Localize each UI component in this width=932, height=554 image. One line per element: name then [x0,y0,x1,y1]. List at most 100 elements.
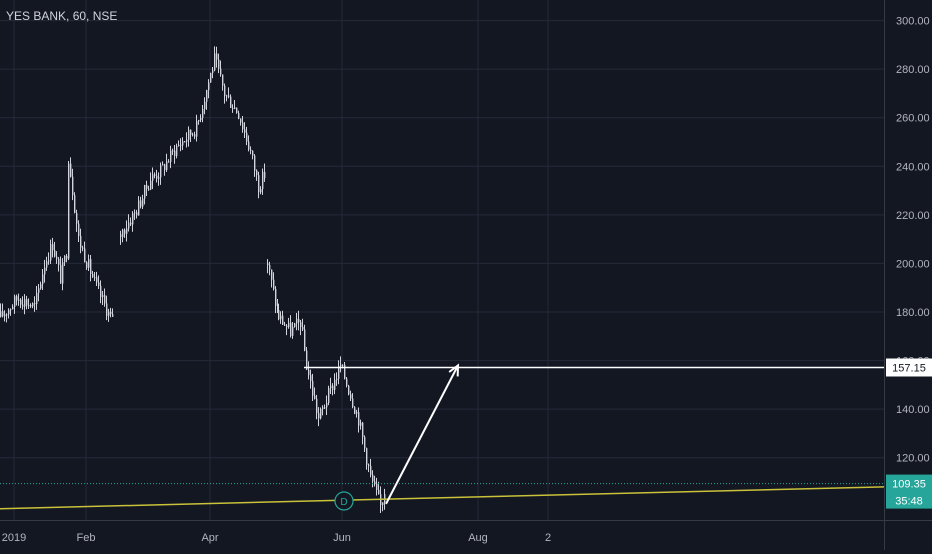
candle-body [162,164,164,166]
candle-body [273,279,275,289]
candle-body [350,394,352,399]
candle-body [378,489,380,495]
candle-body [234,107,236,109]
x-tick-label: Aug [468,532,488,544]
y-tick-label: 140.00 [896,404,930,416]
y-tick-label: 280.00 [896,64,930,76]
candle-body [126,228,128,234]
y-tick-label: 260.00 [896,113,930,125]
candle-body [338,366,340,379]
candle-body [106,303,108,316]
candle-body [344,364,346,379]
candle-body [352,398,354,408]
candle-body [356,412,358,414]
candle-body [306,350,308,370]
bar-countdown: 35:48 [895,496,923,508]
candle-body [322,407,324,409]
candle-body [10,309,12,311]
candle-body [160,165,162,178]
candle-body [258,175,260,193]
candle-body [214,53,216,71]
candle-body [110,311,112,315]
candle-body [108,311,110,316]
candle-body [342,364,344,366]
x-tick-label: 2019 [2,532,26,544]
candle-body [38,288,40,293]
candle-body [254,155,256,171]
candle-body [26,299,28,306]
last-price-value: 109.35 [892,479,926,491]
candle-body [232,107,234,109]
candle-body [324,407,326,409]
candle-body [122,229,124,237]
candle-body [166,161,168,171]
candle-body [50,244,52,261]
candle-body [358,412,360,426]
candle-body [336,378,338,380]
candle-body [334,379,336,390]
candle-body [174,150,176,156]
price-series [0,46,386,513]
candle-body [172,150,174,152]
candle-body [300,322,302,328]
candle-body [156,175,158,179]
candle-body [190,129,192,135]
candle-body [216,53,218,60]
candle-body [62,262,64,284]
candle-body [120,234,122,237]
candle-body [24,299,26,307]
candle-body [220,68,222,75]
candle-body [340,364,342,367]
candle-body [278,309,280,320]
candle-body [170,150,172,162]
candle-body [72,176,74,196]
candle-body [192,134,194,136]
candle-body [130,222,132,225]
x-tick-label: Apr [201,532,218,544]
candle-body [90,259,92,275]
candle-body [68,163,70,259]
candle-body [32,303,34,307]
candle-body [94,277,96,279]
candle-body [0,311,2,317]
candle-body [96,277,98,283]
candle-body [22,304,24,307]
candle-body [142,198,144,207]
candle-body [64,255,66,263]
target-level-value: 157.15 [892,362,926,374]
candle-body [204,101,206,110]
candle-body [4,314,6,317]
candle-body [132,213,134,225]
candle-body [88,259,90,268]
candle-body [66,255,68,259]
candle-body [260,189,262,193]
event-marker-label: D [340,497,347,508]
candle-body [8,309,10,315]
candle-body [298,318,300,323]
candle-body [184,141,186,143]
x-tick-label: 2 [545,532,551,544]
candle-body [34,303,36,305]
candle-body [40,284,42,289]
candle-body [314,395,316,399]
candle-body [286,325,288,328]
candle-body [74,195,76,213]
candle-body [78,223,80,237]
candle-body [2,311,4,317]
candle-body [384,494,386,503]
candle-body [282,315,284,325]
candle-body [267,263,269,265]
candle-body [146,185,148,189]
candle-body [182,141,184,146]
candle-body [44,267,46,275]
x-tick-label: Feb [77,532,96,544]
candle-body [14,296,16,307]
candle-body [368,464,370,466]
candle-body [152,174,154,181]
candle-body [186,139,188,142]
candle-body [176,145,178,156]
candle-body [58,258,60,265]
candle-body [228,95,230,97]
